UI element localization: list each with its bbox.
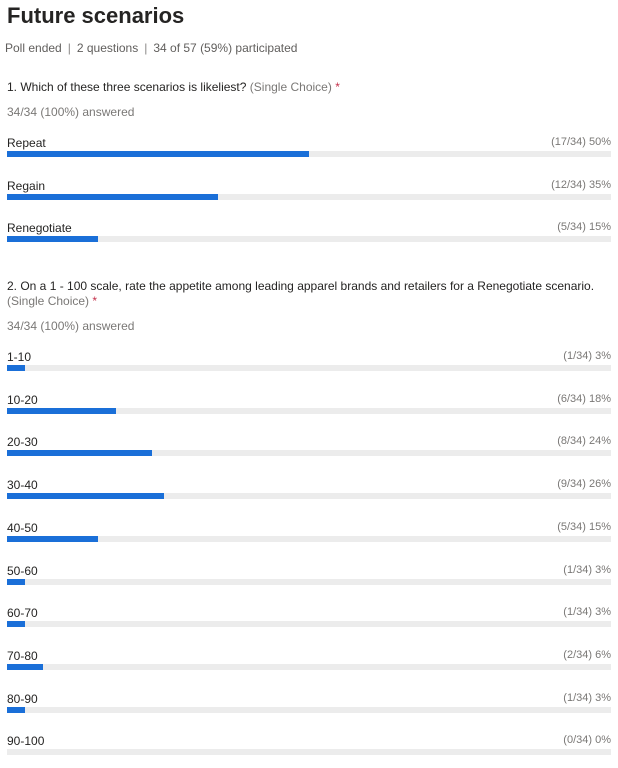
progress-track	[7, 236, 611, 243]
page-title: Future scenarios	[7, 3, 185, 28]
poll-status: Poll ended	[5, 41, 62, 55]
option-count: (12/34) 35%	[551, 178, 611, 191]
poll-option: 30-40 (9/34) 26%	[7, 478, 611, 508]
question-type: (Single Choice)	[7, 294, 90, 308]
option-count: (5/34) 15%	[557, 221, 611, 234]
progress-fill	[7, 663, 44, 670]
progress-track	[7, 578, 611, 585]
poll-option: 90-100 (0/34) 0%	[7, 734, 611, 764]
poll-option: 70-80 (2/34) 6%	[7, 649, 611, 679]
poll-option: 60-70 (1/34) 3%	[7, 606, 611, 636]
progress-track	[7, 663, 611, 670]
question-count: 2 questions	[76, 41, 139, 55]
progress-track	[7, 365, 611, 371]
option-label: 70-80	[7, 648, 38, 663]
question-text: 1. Which of these three scenarios is lik…	[7, 80, 607, 95]
option-count: (1/34) 3%	[563, 691, 611, 704]
progress-track	[7, 621, 611, 628]
option-count: (1/34) 3%	[563, 563, 611, 576]
poll-option: 80-90 (1/34) 3%	[7, 692, 611, 722]
progress-fill	[7, 450, 152, 457]
option-count: (6/34) 18%	[557, 392, 611, 405]
progress-fill	[7, 706, 26, 713]
option-count: (1/34) 3%	[563, 350, 611, 362]
option-label: 20-30	[7, 435, 38, 450]
option-label: Regain	[7, 178, 46, 193]
progress-track	[7, 493, 611, 500]
option-label: 1-10	[7, 350, 32, 364]
poll-option: 50-60 (1/34) 3%	[7, 564, 611, 594]
option-label: Renegotiate	[7, 221, 72, 236]
answered-count: 34/34 (100%) answered	[7, 319, 135, 333]
option-count: (0/34) 0%	[563, 734, 611, 747]
option-count: (1/34) 3%	[563, 606, 611, 619]
poll-option: Renegotiate (5/34) 15%	[7, 221, 611, 251]
progress-track	[7, 706, 611, 713]
option-label: 40-50	[7, 520, 38, 535]
option-count: (5/34) 15%	[557, 520, 611, 533]
progress-fill	[7, 151, 309, 157]
progress-fill	[7, 193, 219, 200]
option-label: 30-40	[7, 478, 38, 493]
divider: |	[67, 41, 71, 55]
poll-option: 10-20 (6/34) 18%	[7, 393, 611, 423]
participation: 34 of 57 (59%) participated	[153, 41, 298, 55]
poll-option: 40-50 (5/34) 15%	[7, 521, 611, 551]
progress-fill	[7, 493, 165, 500]
option-label: 80-90	[7, 691, 38, 706]
progress-track	[7, 535, 611, 542]
progress-track	[7, 749, 611, 756]
required-marker: *	[335, 80, 340, 94]
progress-fill	[7, 535, 98, 542]
option-count: (9/34) 26%	[557, 478, 611, 491]
question-label: 1. Which of these three scenarios is lik…	[7, 80, 247, 94]
progress-fill	[7, 407, 116, 414]
progress-track	[7, 407, 611, 414]
option-count: (17/34) 50%	[551, 136, 611, 148]
question-label: 2. On a 1 - 100 scale, rate the appetite…	[7, 279, 595, 293]
divider: |	[144, 41, 148, 55]
progress-track	[7, 151, 611, 157]
poll-option: Regain (12/34) 35%	[7, 179, 611, 209]
poll-option: Repeat (17/34) 50%	[7, 136, 611, 166]
answered-count: 34/34 (100%) answered	[7, 105, 135, 119]
option-count: (2/34) 6%	[563, 648, 611, 661]
required-marker: *	[92, 294, 98, 308]
poll-meta: Poll ended | 2 questions | 34 of 57 (59%) pa…	[5, 41, 297, 55]
option-label: 60-70	[7, 606, 38, 621]
progress-fill	[7, 621, 26, 628]
question-text: 2. On a 1 - 100 scale, rate the appetite…	[7, 279, 607, 309]
progress-fill	[7, 365, 26, 371]
question-type: (Single Choice)	[249, 80, 332, 94]
option-count: (8/34) 24%	[557, 435, 611, 448]
option-label: 90-100	[7, 734, 45, 749]
progress-track	[7, 193, 611, 200]
progress-fill	[7, 578, 26, 585]
poll-option: 1-10 (1/34) 3%	[7, 350, 611, 380]
option-label: Repeat	[7, 136, 46, 150]
poll-option: 20-30 (8/34) 24%	[7, 435, 611, 465]
progress-track	[7, 450, 611, 457]
progress-fill	[7, 236, 98, 243]
option-label: 50-60	[7, 563, 38, 578]
option-label: 10-20	[7, 392, 38, 407]
